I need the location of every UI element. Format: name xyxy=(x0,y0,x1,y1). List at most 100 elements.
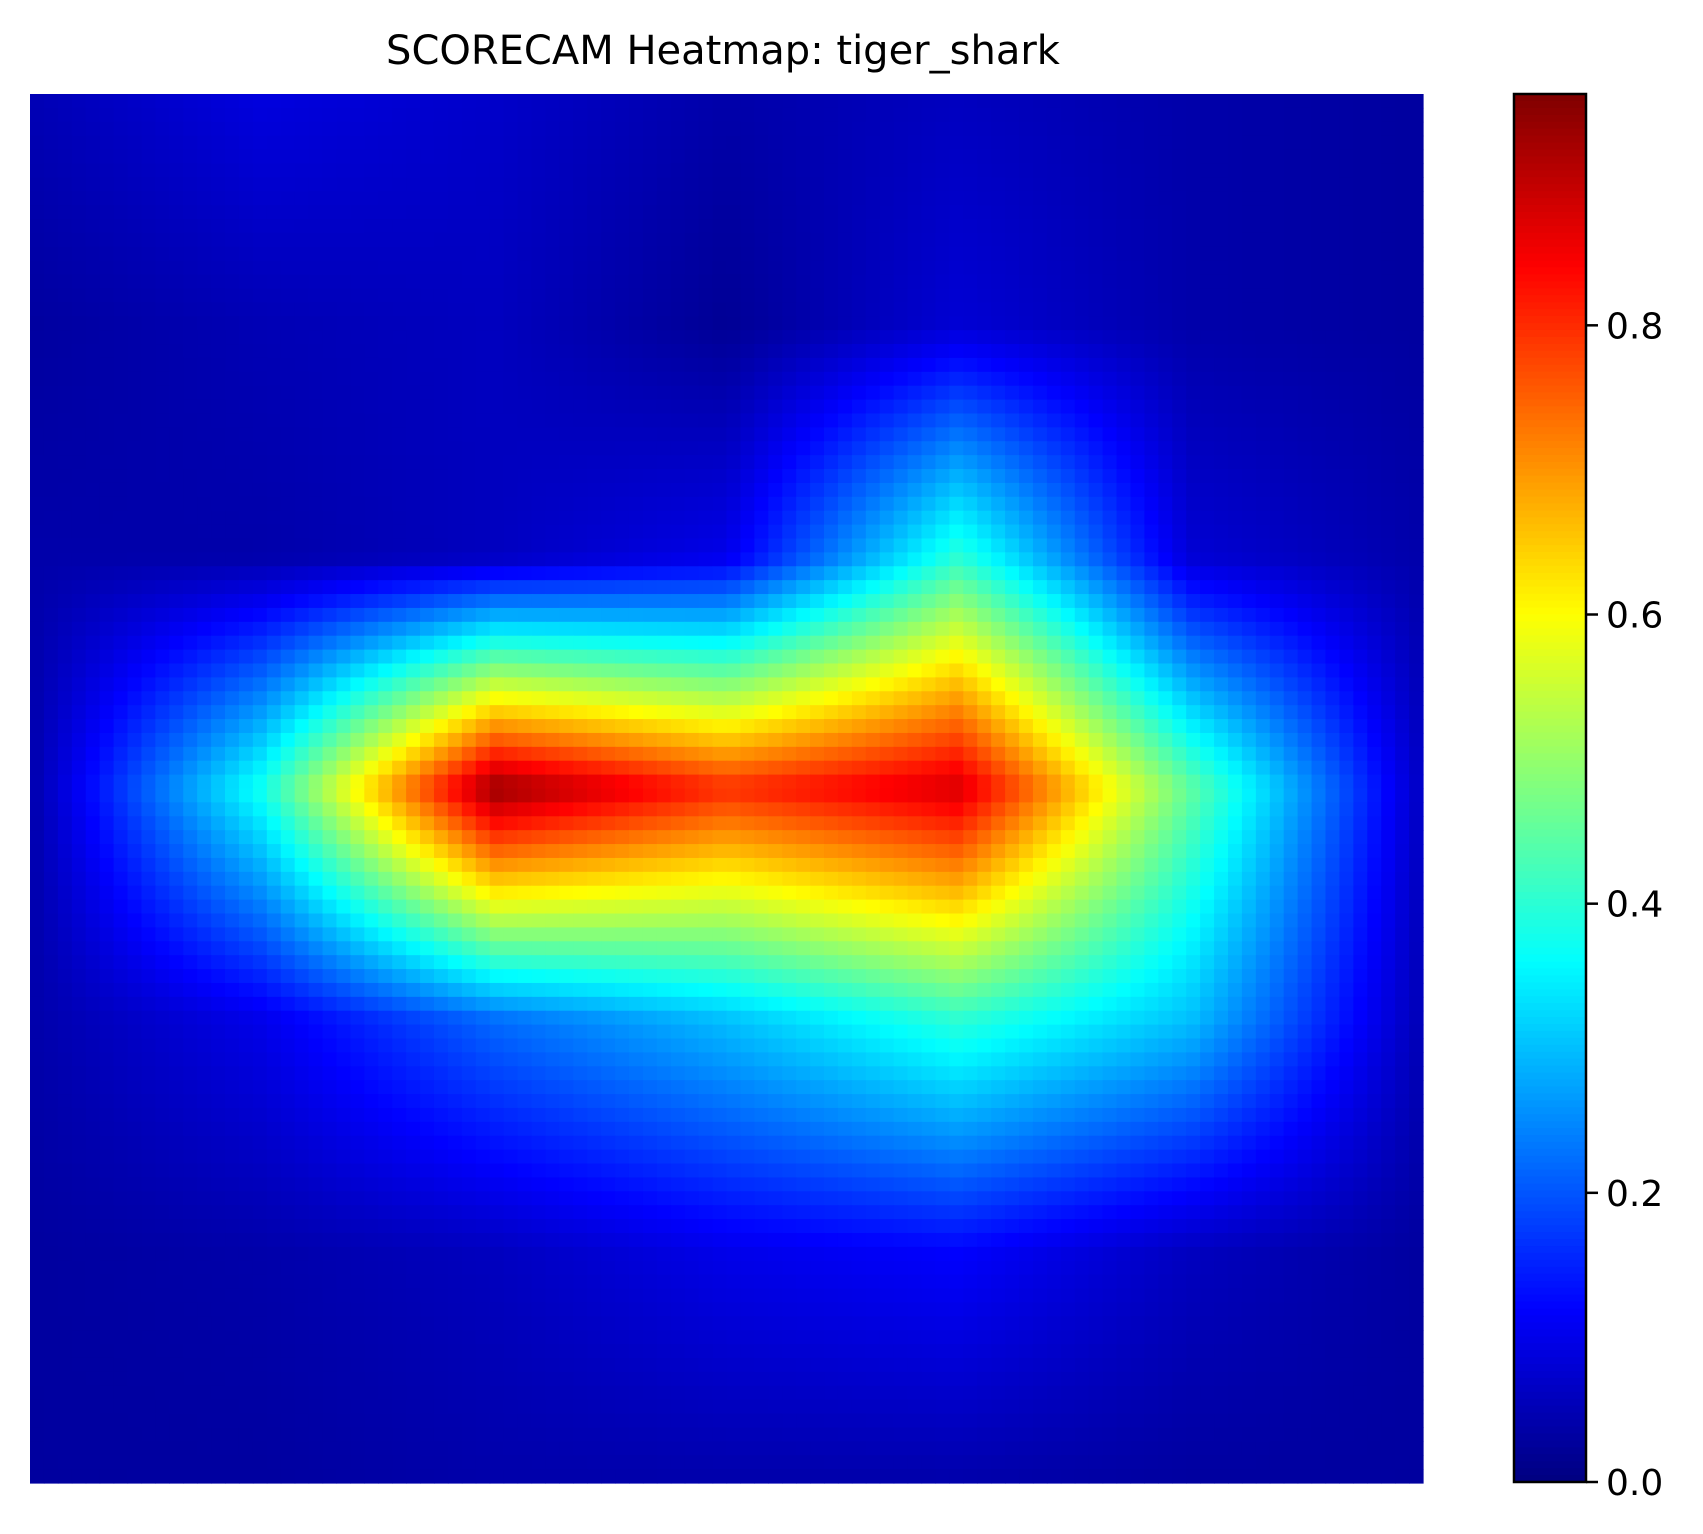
heatmap-cell xyxy=(266,413,282,428)
heatmap-cell xyxy=(141,469,156,484)
heatmap-cell xyxy=(837,510,853,526)
heatmap-cell xyxy=(573,219,588,234)
heatmap-cell xyxy=(977,302,992,317)
heatmap-cell xyxy=(1214,399,1229,415)
heatmap-cell xyxy=(1172,149,1187,165)
heatmap-cell xyxy=(127,760,143,776)
heatmap-cell xyxy=(907,649,923,665)
heatmap-cell xyxy=(71,413,87,428)
heatmap-cell xyxy=(1060,330,1076,345)
heatmap-cell xyxy=(517,413,533,428)
heatmap-cell xyxy=(183,482,198,498)
heatmap-cell xyxy=(113,385,129,401)
heatmap-cell xyxy=(169,399,184,415)
heatmap-cell xyxy=(1144,246,1159,262)
heatmap-cell xyxy=(71,344,87,359)
heatmap-cell xyxy=(1367,496,1382,512)
heatmap-cell xyxy=(294,719,310,734)
heatmap-cell xyxy=(30,107,45,123)
heatmap-cell xyxy=(1214,427,1229,442)
heatmap-cell xyxy=(183,746,198,762)
heatmap-cell xyxy=(1339,469,1354,484)
heatmap-cell xyxy=(1200,205,1215,220)
heatmap-cell xyxy=(1088,635,1104,651)
heatmap-cell xyxy=(71,649,87,665)
heatmap-cell xyxy=(392,746,407,762)
heatmap-cell xyxy=(1325,94,1341,109)
heatmap-cell xyxy=(670,413,686,428)
heatmap-cell xyxy=(280,246,296,262)
heatmap-cell xyxy=(392,385,407,401)
heatmap-cell xyxy=(670,594,686,609)
heatmap-cell xyxy=(879,677,895,692)
heatmap-cell xyxy=(1339,163,1354,178)
heatmap-cell xyxy=(294,357,310,373)
heatmap-cell xyxy=(1032,177,1048,192)
heatmap-cell xyxy=(963,94,978,109)
heatmap-cell xyxy=(1353,677,1368,692)
heatmap-cell xyxy=(1269,121,1285,137)
heatmap-cell xyxy=(935,371,950,387)
heatmap-cell xyxy=(573,635,588,651)
heatmap-cell xyxy=(1088,621,1104,637)
heatmap-cell xyxy=(1060,371,1076,387)
heatmap-cell xyxy=(1172,121,1187,137)
heatmap-cell xyxy=(57,177,73,192)
heatmap-cell xyxy=(1297,427,1313,442)
heatmap-cell xyxy=(99,524,115,540)
heatmap-cell xyxy=(127,413,143,428)
heatmap-cell xyxy=(1395,455,1410,470)
heatmap-cell xyxy=(796,441,811,456)
heatmap-cell xyxy=(656,219,672,234)
heatmap-cell xyxy=(1367,510,1382,526)
heatmap-cell xyxy=(1046,705,1062,720)
heatmap-cell xyxy=(1409,496,1424,512)
heatmap-cell xyxy=(155,302,170,317)
heatmap-cell xyxy=(949,482,964,498)
heatmap-cell xyxy=(1144,344,1159,359)
heatmap-cell xyxy=(1144,330,1159,345)
heatmap-cell xyxy=(1283,399,1299,415)
heatmap-cell xyxy=(796,399,811,415)
heatmap-cell xyxy=(155,163,170,178)
heatmap-cell xyxy=(1116,316,1132,331)
heatmap-cell xyxy=(1172,732,1187,748)
heatmap-cell xyxy=(1255,177,1271,192)
heatmap-cell xyxy=(587,205,602,220)
heatmap-cell xyxy=(1297,288,1313,303)
heatmap-cell xyxy=(1297,316,1313,331)
heatmap-cell xyxy=(322,385,338,401)
heatmap-cell xyxy=(754,677,769,692)
heatmap-cell xyxy=(740,677,755,692)
heatmap-cell xyxy=(420,607,435,623)
heatmap-cell xyxy=(71,510,87,526)
heatmap-cell xyxy=(294,219,310,234)
heatmap-cell xyxy=(392,691,407,706)
heatmap-cell xyxy=(949,94,964,109)
heatmap-cell xyxy=(294,316,310,331)
heatmap-cell xyxy=(893,302,909,317)
heatmap-cell xyxy=(1297,219,1313,234)
heatmap-cell xyxy=(71,496,87,512)
heatmap-cell xyxy=(322,469,338,484)
heatmap-cell xyxy=(294,760,310,776)
heatmap-cell xyxy=(921,552,937,567)
heatmap-cell xyxy=(211,621,226,637)
heatmap-cell xyxy=(392,274,407,290)
heatmap-cell xyxy=(350,607,365,623)
heatmap-cell xyxy=(1116,635,1132,651)
heatmap-cell xyxy=(1005,621,1020,637)
heatmap-cell xyxy=(1283,219,1299,234)
heatmap-cell xyxy=(225,441,240,456)
heatmap-cell xyxy=(1381,219,1396,234)
heatmap-cell xyxy=(754,719,769,734)
heatmap-cell xyxy=(1158,774,1173,790)
heatmap-cell xyxy=(754,455,769,470)
heatmap-cell xyxy=(559,232,574,248)
heatmap-cell xyxy=(1005,274,1020,290)
heatmap-cell xyxy=(183,663,198,678)
heatmap-cell xyxy=(573,691,588,706)
heatmap-cell xyxy=(322,524,338,540)
heatmap-cell xyxy=(991,621,1006,637)
heatmap-cell xyxy=(559,441,574,456)
